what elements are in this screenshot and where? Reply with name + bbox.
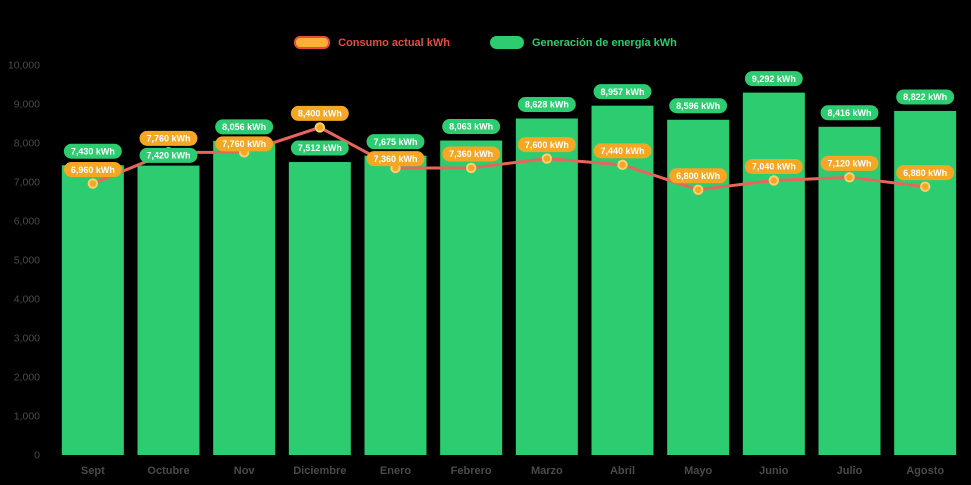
line-value-pill	[290, 105, 349, 121]
bar-value-pill	[442, 119, 501, 135]
line-value-pill-text: 7,360 kWh	[449, 149, 493, 159]
y-tick-label: 4,000	[14, 294, 40, 306]
consumption-marker[interactable]	[87, 178, 99, 189]
generation-bar[interactable]	[213, 140, 276, 456]
y-tick-label: 2,000	[14, 372, 40, 384]
consumption-line	[91, 125, 927, 192]
x-axis-label: Agosto	[906, 465, 944, 477]
y-tick-label: 5,000	[14, 255, 40, 267]
y-tick-label: 10,000	[8, 60, 40, 72]
line-value-pill	[139, 130, 198, 146]
line-value-pill	[63, 162, 122, 178]
bar-value-pill-text: 7,512 kWh	[298, 143, 342, 153]
y-tick-label: 6,000	[14, 216, 40, 228]
x-axis-label: Octubre	[147, 465, 189, 477]
bar-value-pill	[669, 98, 728, 114]
x-axis-label: Febrero	[451, 465, 492, 477]
line-value-pill-text: 6,960 kWh	[71, 165, 115, 175]
consumption-marker[interactable]	[919, 181, 931, 192]
legend-label-consumption: Consumo actual kWh	[338, 36, 450, 49]
line-value-pill	[517, 137, 576, 153]
line-value-pill	[442, 146, 501, 162]
consumption-marker[interactable]	[465, 162, 477, 174]
y-tick-label: 7,000	[14, 177, 40, 189]
chart-legend: Consumo actual kWh Generación de energía…	[0, 36, 971, 49]
consumption-marker[interactable]	[541, 153, 553, 164]
generation-bar[interactable]	[61, 165, 124, 456]
line-value-pill-text: 7,440 kWh	[600, 146, 644, 156]
line-value-pill-text: 7,120 kWh	[827, 159, 871, 169]
bar-value-pill-text: 7,430 kWh	[71, 146, 115, 156]
line-value-pill	[593, 143, 652, 159]
line-value-pill-text: 6,880 kWh	[903, 168, 947, 178]
line-value-pill-text: 7,040 kWh	[752, 162, 796, 172]
legend-item-generation[interactable]: Generación de energía kWh	[489, 36, 677, 49]
line-value-pill	[669, 168, 728, 184]
bar-value-pill	[517, 97, 576, 113]
line-value-pill-text: 7,760 kWh	[222, 139, 266, 149]
bar-value-pill-text: 8,063 kWh	[449, 122, 493, 132]
consumption-marker[interactable]	[768, 175, 780, 186]
x-axis-label: Abril	[610, 465, 635, 477]
line-value-pill-text: 7,600 kWh	[525, 140, 569, 150]
x-axis-label: Diciembre	[293, 465, 346, 477]
y-tick-label: 0	[34, 450, 40, 462]
line-value-pill	[215, 136, 274, 152]
generation-bar[interactable]	[742, 92, 805, 455]
y-tick-label: 8,000	[14, 138, 40, 150]
generation-bar[interactable]	[137, 165, 200, 455]
x-axis-label: Enero	[380, 465, 411, 477]
y-tick-label: 3,000	[14, 333, 40, 345]
bar-value-pill	[593, 84, 652, 100]
bar-value-pill-text: 7,675 kWh	[373, 137, 417, 147]
generation-bar[interactable]	[515, 118, 578, 456]
consumption-marker[interactable]	[314, 122, 326, 133]
bar-value-pill	[820, 105, 879, 121]
bar-value-pill-text: 8,416 kWh	[827, 108, 871, 118]
consumption-marker[interactable]	[692, 184, 704, 196]
generation-bar[interactable]	[440, 140, 503, 455]
x-axis-label: Marzo	[531, 465, 563, 477]
bar-value-pill-text: 8,822 kWh	[903, 92, 947, 102]
bar-value-pill	[63, 143, 122, 159]
bar-value-pill	[139, 147, 198, 163]
bar-value-pill	[215, 119, 274, 135]
y-tick-label: 1,000	[14, 411, 40, 423]
line-value-pill	[820, 155, 879, 171]
bar-value-pill-text: 8,628 kWh	[525, 100, 569, 110]
bar-value-pill-text: 8,056 kWh	[222, 122, 266, 132]
bar-value-pill-text: 8,957 kWh	[600, 87, 644, 97]
legend-item-consumption[interactable]: Consumo actual kWh	[294, 36, 450, 49]
consumption-marker[interactable]	[617, 159, 628, 171]
generation-swatch-icon	[489, 36, 524, 49]
line-value-pill-text: 7,360 kWh	[373, 154, 417, 164]
bar-value-pill	[290, 140, 349, 156]
line-value-pill-text: 8,400 kWh	[298, 109, 342, 119]
line-value-pill-text: 7,760 kWh	[146, 134, 190, 144]
line-value-pill	[896, 165, 955, 181]
line-value-pill	[366, 151, 425, 167]
bar-value-pill-text: 9,292 kWh	[752, 74, 796, 84]
y-tick-label: 9,000	[14, 99, 40, 111]
bar-value-pill	[744, 71, 803, 87]
bar-value-pill-text: 8,596 kWh	[676, 101, 720, 111]
generation-bar[interactable]	[364, 155, 427, 456]
x-axis-label: Julio	[837, 465, 863, 477]
x-axis-label: Mayo	[684, 465, 712, 477]
x-axis-label: Junio	[759, 465, 789, 477]
bar-value-pill	[896, 89, 955, 105]
bar-value-pill	[366, 134, 425, 150]
bar-value-pill-text: 7,420 kWh	[146, 151, 190, 161]
x-axis-label: Sept	[81, 465, 105, 477]
consumption-marker[interactable]	[844, 172, 855, 183]
legend-label-generation: Generación de energía kWh	[531, 36, 677, 49]
generation-bar[interactable]	[894, 110, 957, 455]
line-value-pill-text: 6,800 kWh	[676, 171, 720, 181]
line-value-pill	[744, 158, 803, 174]
x-axis-label: Nov	[234, 465, 256, 477]
consumption-swatch-icon	[294, 36, 331, 49]
generation-bar[interactable]	[288, 162, 351, 456]
